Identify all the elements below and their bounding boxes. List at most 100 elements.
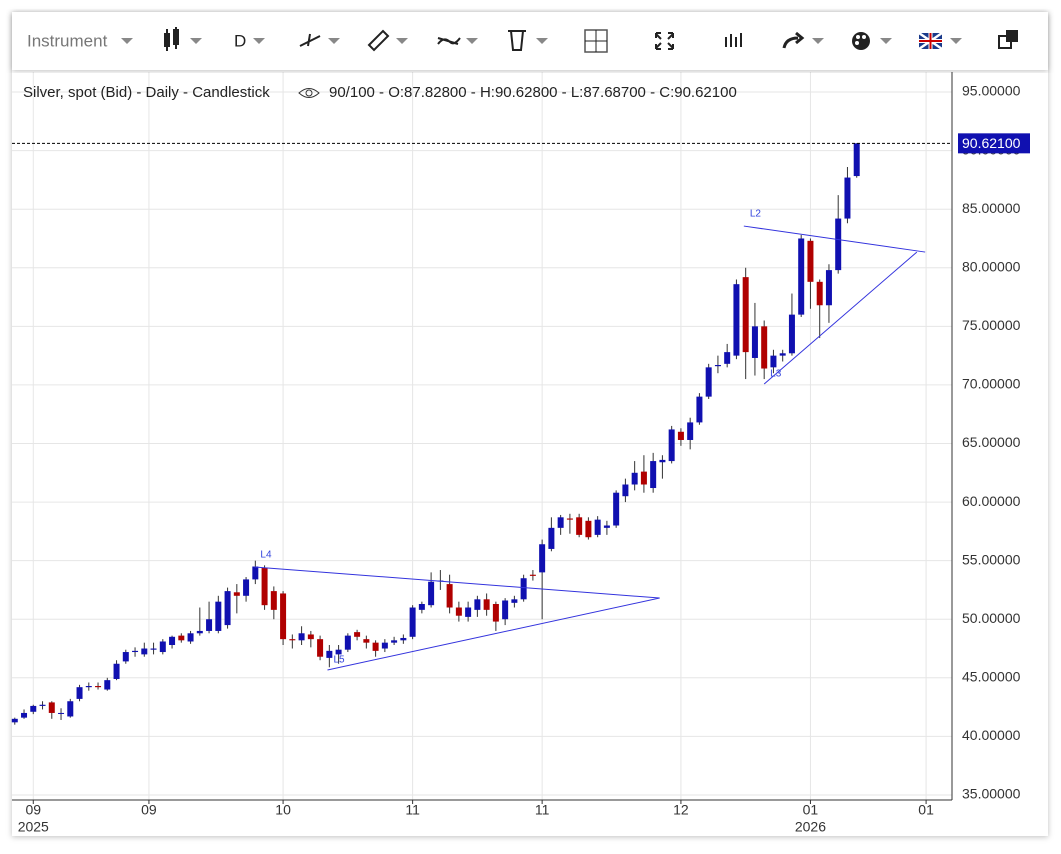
candle-body xyxy=(289,639,296,641)
chart-subtitle: 90/100 - O:87.82800 - H:90.62800 - L:87.… xyxy=(329,84,737,101)
popout-button[interactable] xyxy=(998,30,1018,49)
candle-body xyxy=(816,281,823,306)
dropdown-arrow[interactable] xyxy=(121,38,133,44)
dropdown-arrow[interactable] xyxy=(253,38,265,44)
candle-body xyxy=(30,705,37,712)
candle-body xyxy=(853,143,860,177)
candle-body xyxy=(474,599,481,610)
candle-body xyxy=(576,517,583,535)
theme-button[interactable] xyxy=(852,32,892,50)
candle-body xyxy=(557,517,564,528)
y-tick-label: 95.00000 xyxy=(962,83,1021,99)
candle-body xyxy=(48,702,55,713)
candle-body xyxy=(659,459,666,463)
candle-body xyxy=(39,704,46,706)
candle-body xyxy=(67,701,74,717)
trendline-label: L2 xyxy=(750,209,762,220)
y-tick-label: 40.00000 xyxy=(962,727,1021,743)
volume-button[interactable] xyxy=(725,33,742,47)
candle-body xyxy=(492,604,499,622)
trendline-label: L5 xyxy=(333,655,345,666)
candle-body xyxy=(122,652,129,662)
candle-body xyxy=(261,567,268,606)
candle-body xyxy=(502,600,509,620)
candle-body xyxy=(807,240,814,282)
candle-body xyxy=(307,634,314,640)
candle-body xyxy=(95,686,102,688)
candle-body xyxy=(363,639,370,643)
candle-body xyxy=(788,314,795,354)
candle-body xyxy=(835,218,842,271)
candle-body xyxy=(159,641,166,653)
x-tick-label: 01 xyxy=(803,802,819,818)
candle-body xyxy=(85,686,92,688)
candle-body xyxy=(335,649,342,655)
y-tick-label: 75.00000 xyxy=(962,317,1021,333)
crosshair-button[interactable] xyxy=(584,29,608,53)
visibility-toggle[interactable] xyxy=(298,88,320,98)
y-tick-label: 85.00000 xyxy=(962,200,1021,216)
candle-body xyxy=(298,633,305,641)
x-tick-sublabel: 2026 xyxy=(795,819,826,835)
x-tick-label: 11 xyxy=(405,802,420,818)
trendline xyxy=(743,225,926,253)
candle-body xyxy=(825,270,832,306)
candle-body xyxy=(613,492,620,526)
candle-body xyxy=(381,642,388,649)
fullscreen-button[interactable] xyxy=(655,32,674,50)
candle-body xyxy=(252,566,259,580)
candle-body xyxy=(280,593,287,640)
instrument-button[interactable]: Instrument xyxy=(27,31,108,50)
candle-body xyxy=(270,591,277,610)
plot-area: 35.00000 40.00000 45.00000 50.00000 55.00000… xyxy=(11,72,1030,835)
candle-body xyxy=(344,635,351,650)
period-button[interactable]: D xyxy=(234,31,246,50)
candle-body xyxy=(187,633,194,642)
y-tick-label: 70.00000 xyxy=(962,376,1021,392)
candle-body xyxy=(844,177,851,219)
x-tick-label: 10 xyxy=(275,802,291,818)
candle-body xyxy=(400,637,407,641)
measure-button[interactable] xyxy=(367,29,408,52)
candle-body xyxy=(529,574,536,576)
candle-body xyxy=(798,238,805,315)
x-tick-label: 09 xyxy=(141,802,157,818)
candle-body xyxy=(724,352,731,364)
last-price-box xyxy=(958,133,1030,154)
candle-body xyxy=(779,353,786,356)
candle-body xyxy=(751,326,758,358)
candle-body xyxy=(742,277,749,353)
trendline xyxy=(763,251,918,385)
candle-body xyxy=(206,619,213,631)
toolbar xyxy=(12,12,1048,70)
candle-body xyxy=(455,607,462,616)
candle-body xyxy=(178,635,185,641)
candle-body xyxy=(548,527,555,549)
y-tick-label: 55.00000 xyxy=(962,551,1021,567)
x-tick-label: 12 xyxy=(673,802,689,818)
candle-body xyxy=(104,680,111,690)
share-button[interactable] xyxy=(782,31,824,49)
candle-body xyxy=(714,365,721,367)
y-tick-label: 65.00000 xyxy=(962,434,1021,450)
candle-body xyxy=(21,712,28,718)
candle-body xyxy=(696,396,703,423)
line-tool-button[interactable] xyxy=(299,33,340,47)
candle-body xyxy=(566,518,573,520)
candle-body xyxy=(622,484,629,497)
candle-body xyxy=(446,584,453,608)
candle-body xyxy=(196,630,203,634)
candle-body xyxy=(465,607,472,617)
candle-body xyxy=(650,461,657,489)
language-button[interactable] xyxy=(918,31,962,51)
chart-type-button[interactable] xyxy=(164,27,202,51)
indicator-button[interactable] xyxy=(437,37,478,45)
trendline-label: L4 xyxy=(260,550,272,561)
y-tick-label: 45.00000 xyxy=(962,669,1021,685)
candle-body xyxy=(705,367,712,397)
delete-button[interactable] xyxy=(508,30,548,51)
candle-body xyxy=(391,640,398,643)
candle-body xyxy=(539,544,546,573)
y-tick-label: 35.00000 xyxy=(962,786,1021,802)
